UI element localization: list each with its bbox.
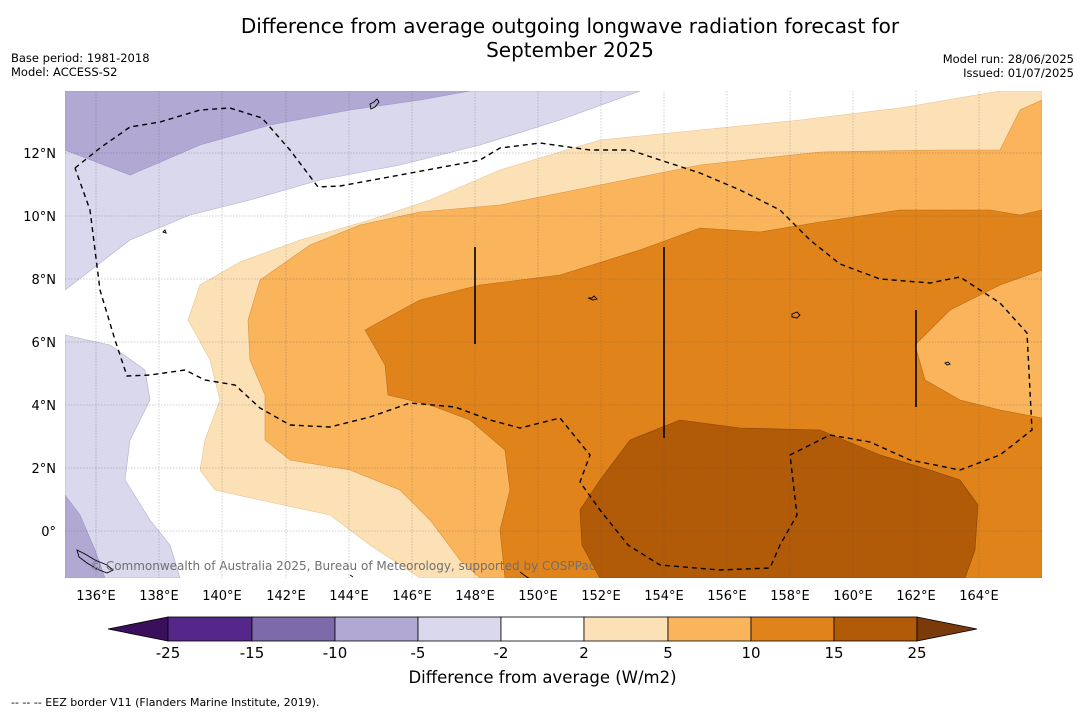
anomaly-field bbox=[65, 91, 1042, 578]
eez-footnote: -- -- -- EEZ border V11 (Flanders Marine… bbox=[11, 696, 320, 709]
contour-neg10-top bbox=[65, 91, 471, 176]
colorbar-arrow-low bbox=[107, 616, 169, 642]
lat-tick-labels: 12°N 10°N 8°N 6°N 4°N 2°N 0° bbox=[23, 147, 56, 540]
lon-tick: 150°E bbox=[518, 589, 558, 604]
colorbar-label: -25 bbox=[156, 644, 181, 662]
lon-tick: 152°E bbox=[581, 589, 621, 604]
lon-tick: 136°E bbox=[76, 589, 116, 604]
contour-pos15 bbox=[579, 419, 979, 578]
lon-tick: 162°E bbox=[896, 589, 936, 604]
lon-tick: 140°E bbox=[202, 589, 242, 604]
contour-neg5-bottom bbox=[65, 334, 181, 578]
colorbar bbox=[107, 616, 978, 642]
colorbar-label: 5 bbox=[663, 644, 673, 662]
lon-tick: 144°E bbox=[329, 589, 369, 604]
lon-tick: 164°E bbox=[959, 589, 999, 604]
lon-tick: 146°E bbox=[392, 589, 432, 604]
lat-tick: 6°N bbox=[32, 336, 57, 351]
lon-tick-labels: 136°E 138°E 140°E 142°E 144°E 146°E 148°… bbox=[76, 589, 999, 604]
colorbar-label: -10 bbox=[323, 644, 348, 662]
colorbar-segment bbox=[833, 616, 918, 642]
meta-right: Model run: 28/06/2025 Issued: 01/07/2025 bbox=[943, 52, 1074, 80]
lon-tick: 156°E bbox=[707, 589, 747, 604]
lat-tick: 2°N bbox=[32, 462, 57, 477]
colorbar-label: 10 bbox=[741, 644, 760, 662]
lon-tick: 138°E bbox=[139, 589, 179, 604]
title-line-2: September 2025 bbox=[486, 38, 654, 62]
colorbar-segment bbox=[583, 616, 669, 642]
coastlines bbox=[76, 98, 951, 578]
colorbar-segment bbox=[667, 616, 752, 642]
colorbar-segment bbox=[750, 616, 835, 642]
meta-left: Base period: 1981-2018 Model: ACCESS-S2 bbox=[11, 51, 150, 79]
colorbar-label: 25 bbox=[907, 644, 926, 662]
model-text: Model: ACCESS-S2 bbox=[11, 65, 118, 79]
model-run-text: Model run: 28/06/2025 bbox=[942, 52, 1074, 66]
colorbar-segment bbox=[167, 616, 253, 642]
colorbar-label: -2 bbox=[494, 644, 509, 662]
lat-tick: 12°N bbox=[23, 147, 56, 162]
lon-tick: 158°E bbox=[770, 589, 810, 604]
colorbar-title: Difference from average (W/m2) bbox=[408, 668, 677, 687]
lon-tick: 148°E bbox=[455, 589, 495, 604]
lon-tick: 154°E bbox=[644, 589, 684, 604]
lat-tick: 4°N bbox=[32, 399, 57, 414]
lon-tick: 160°E bbox=[833, 589, 873, 604]
title-line-1: Difference from average outgoing longwav… bbox=[240, 14, 900, 38]
copyright-text: © Commonwealth of Australia 2025, Bureau… bbox=[90, 559, 595, 573]
colorbar-label: -5 bbox=[411, 644, 426, 662]
colorbar-arrow-high bbox=[916, 616, 978, 642]
lat-tick: 8°N bbox=[32, 273, 57, 288]
colorbar-label: 2 bbox=[579, 644, 589, 662]
issued-text: Issued: 01/07/2025 bbox=[963, 66, 1074, 80]
map-title: Difference from average outgoing longwav… bbox=[0, 14, 1085, 62]
colorbar-segment bbox=[417, 616, 502, 642]
colorbar-labels: -25 -15 -10 -5 -2 2 5 10 15 25 bbox=[156, 644, 927, 662]
lat-tick: 0° bbox=[41, 525, 56, 540]
colorbar-label: -15 bbox=[240, 644, 265, 662]
base-period-text: Base period: 1981-2018 bbox=[11, 51, 150, 65]
colorbar-segment bbox=[500, 616, 585, 642]
lon-tick: 142°E bbox=[266, 589, 306, 604]
colorbar-segment bbox=[334, 616, 419, 642]
colorbar-label: 15 bbox=[824, 644, 843, 662]
eez-border bbox=[74, 107, 1033, 571]
colorbar-segment bbox=[251, 616, 336, 642]
lat-tick: 10°N bbox=[23, 210, 56, 225]
contour-neg10-bottom bbox=[65, 494, 106, 578]
